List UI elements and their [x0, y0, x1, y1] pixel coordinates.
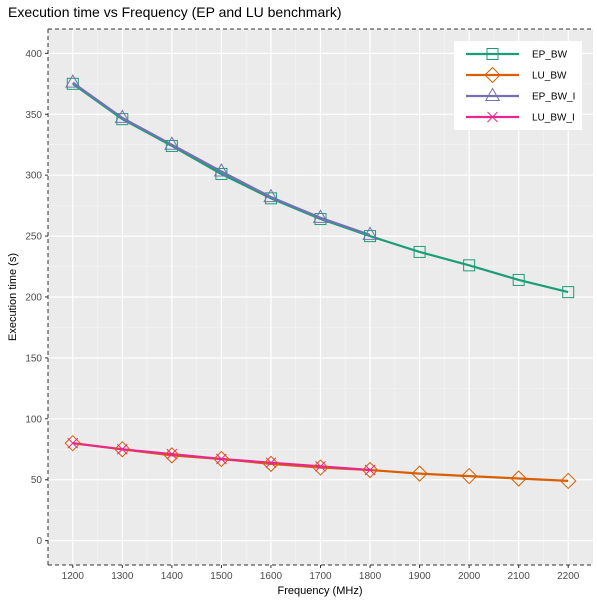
data-point-lu-bw-i [166, 448, 178, 460]
data-point-ep-bw-i [164, 136, 180, 150]
legend-label: LU_BW [532, 71, 567, 82]
data-point-ep-bw-i [312, 209, 329, 223]
x-tick-label: 1900 [408, 571, 431, 582]
y-tick-label: 250 [25, 232, 42, 243]
x-tick-label: 2000 [458, 571, 481, 582]
x-tick-label: 2200 [557, 571, 580, 582]
legend-key-marker [484, 87, 501, 101]
data-point-ep-bw [463, 259, 476, 272]
data-point-lu-bw [64, 434, 81, 452]
x-tick-label: 1700 [309, 571, 332, 582]
data-point-lu-bw [510, 470, 527, 487]
x-tick-label: 1500 [210, 571, 233, 582]
data-point-lu-bw-i [216, 453, 227, 465]
y-tick-label: 300 [25, 171, 42, 182]
data-point-ep-bw [413, 245, 426, 258]
data-point-lu-bw-i [364, 464, 376, 476]
data-point-lu-bw [411, 465, 428, 482]
legend-label: LU_BW_I [532, 113, 575, 124]
legend-key-marker [486, 48, 499, 60]
y-axis-title: Execution time (s) [7, 253, 19, 341]
legend-box [454, 41, 582, 130]
legend: EP_BW LU_BW EP_BW_I LU_BW_I [454, 41, 582, 130]
axis-layer: 1200 1300 1400 1500 1600 1700 1800 1900 2000 2100… [25, 49, 579, 582]
series-line-ep-bw-i [72, 81, 371, 236]
y-tick-label: 0 [36, 536, 42, 547]
data-point-ep-bw-i [114, 109, 130, 123]
legend-label: EP_BW_I [532, 92, 575, 103]
y-tick-label: 50 [31, 475, 43, 486]
y-tick-label: 100 [25, 414, 42, 425]
data-point-ep-bw [562, 286, 575, 299]
data-point-ep-bw-i [263, 188, 279, 203]
x-tick-label: 2100 [508, 571, 531, 582]
x-axis-title: Frequency (MHz) [278, 585, 363, 597]
x-tick-label: 1600 [260, 571, 283, 582]
data-point-lu-bw-i [67, 437, 79, 449]
data-point-ep-bw-i [362, 226, 378, 240]
y-tick-label: 200 [25, 293, 42, 304]
y-tick-label: 350 [25, 110, 42, 121]
data-point-lu-bw [560, 472, 577, 490]
chart-title: Execution time vs Frequency (EP and LU b… [8, 4, 342, 20]
x-tick-label: 1200 [62, 571, 85, 582]
data-point-lu-bw-i [315, 460, 326, 472]
y-tick-label: 400 [25, 49, 42, 60]
data-point-lu-bw-i [116, 443, 128, 455]
x-tick-label: 1300 [111, 571, 134, 582]
data-point-lu-bw [312, 459, 329, 476]
data-point-lu-bw [114, 441, 131, 458]
data-point-lu-bw [213, 450, 230, 468]
marker-layer [64, 74, 577, 490]
y-tick-label: 150 [25, 353, 42, 364]
data-point-lu-bw-i [265, 457, 277, 469]
x-tick-label: 1800 [359, 571, 382, 582]
data-point-lu-bw [460, 467, 478, 485]
x-tick-label: 1400 [161, 571, 184, 582]
legend-key-marker [487, 111, 498, 123]
data-point-ep-bw-i [213, 163, 230, 177]
legend-label: EP_BW [532, 50, 568, 61]
data-point-ep-bw [512, 273, 525, 286]
legend-key-marker [484, 66, 501, 84]
data-point-lu-bw [361, 461, 379, 479]
data-point-ep-bw-i [65, 74, 81, 88]
data-point-lu-bw [262, 455, 280, 473]
data-point-lu-bw [163, 447, 181, 464]
